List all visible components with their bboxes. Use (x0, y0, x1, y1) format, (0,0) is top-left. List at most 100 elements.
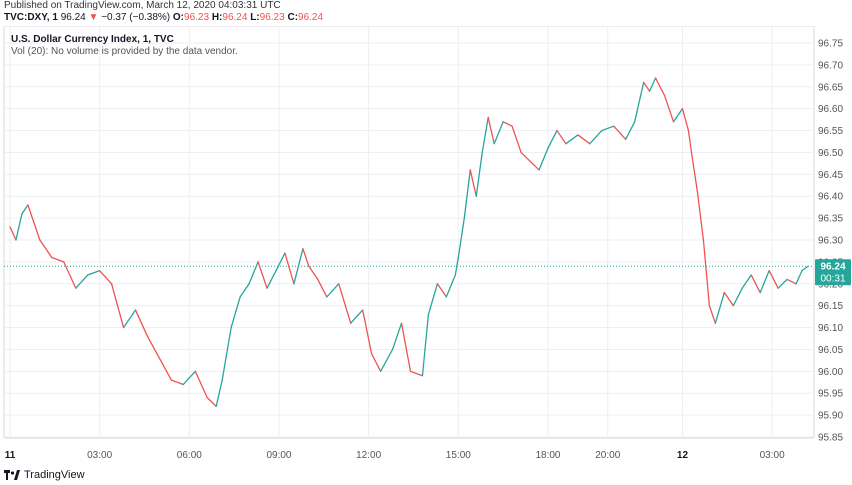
price-tag: 96.24 00:31 (815, 259, 851, 286)
y-tick-label: 96.70 (818, 60, 843, 71)
series-segment (39, 239, 53, 259)
series-segment (708, 305, 717, 324)
x-tick-label: 15:00 (446, 450, 471, 461)
price-chart[interactable]: 96.75 96.70 96.65 96.60 96.55 96.50 96.45 96.40… (0, 26, 852, 463)
series-segment (511, 125, 522, 154)
series-segment (690, 151, 699, 193)
series-segment (538, 147, 549, 171)
high-label: H: (211, 12, 223, 23)
series-segment (502, 121, 513, 127)
series-segment (338, 283, 352, 324)
plot-frame (3, 26, 815, 439)
horizontal-gridlines (4, 42, 814, 438)
y-axis[interactable]: 96.75 96.70 96.65 96.60 96.55 96.50 96.45 96.40… (818, 39, 843, 444)
series-segment (110, 283, 125, 329)
series-segment (436, 283, 448, 298)
series-segment (463, 169, 471, 219)
series-segment (786, 278, 797, 285)
series-segment (266, 269, 277, 289)
series-segment (98, 269, 113, 285)
series-segment (634, 81, 645, 123)
series-segment (308, 265, 319, 281)
series-segment (317, 278, 328, 298)
series-segment (230, 296, 241, 329)
series-segment (370, 353, 382, 372)
series-segment (714, 291, 725, 324)
open-value: 96.23 (184, 12, 210, 23)
series-segment (21, 204, 29, 215)
series-segment (801, 265, 809, 272)
series-segment (63, 261, 77, 289)
price-tag-box (815, 259, 851, 286)
series-segment (391, 322, 403, 351)
series-segment (750, 274, 761, 294)
series-segment (723, 291, 734, 307)
series-segment (27, 204, 41, 241)
series-segment (248, 261, 259, 285)
series-segment (469, 169, 477, 197)
published-note: Published on TradingView.com, March 12, … (4, 0, 281, 11)
x-tick-label: 03:00 (87, 450, 112, 461)
x-tick-label: 12 (677, 450, 689, 461)
series-segment (379, 348, 394, 372)
y-tick-label: 96.65 (818, 82, 843, 93)
series-segment (654, 77, 666, 97)
series-segment (454, 256, 459, 276)
symbol-header: TVC:DXY, 1 96.24 ▼ −0.37 (−0.38%) O:96.2… (4, 12, 323, 23)
x-axis[interactable]: 11 03:00 06:00 09:00 12:00 15:00 18:00 20:00 12 0… (5, 450, 785, 461)
series-segment (687, 129, 693, 154)
x-tick-label: 11 (5, 450, 16, 461)
brand-name: TradingView (24, 469, 85, 481)
y-tick-label: 96.00 (818, 367, 843, 378)
low-label: L: (250, 12, 260, 23)
series-segment (239, 283, 250, 298)
series-segment (759, 269, 770, 294)
series-segment (777, 278, 788, 289)
series-segment (409, 370, 424, 377)
series-segment (400, 322, 412, 372)
series-segment (194, 370, 208, 399)
y-tick-label: 96.35 (818, 214, 843, 225)
high-value: 96.24 (222, 12, 248, 23)
x-tick-label: 06:00 (177, 450, 202, 461)
x-tick-label: 12:00 (356, 450, 381, 461)
series-segment (275, 252, 286, 272)
series-segment (681, 108, 690, 132)
y-tick-label: 96.55 (818, 126, 843, 137)
series-segment (326, 283, 340, 298)
series-segment (481, 116, 489, 154)
tradingview-logo-icon (4, 470, 20, 480)
y-tick-label: 96.50 (818, 148, 843, 159)
series-segment (547, 129, 558, 149)
y-tick-label: 96.05 (818, 345, 843, 356)
x-tick-label: 20:00 (595, 450, 620, 461)
series-segment (221, 326, 232, 381)
price-series (9, 77, 809, 408)
series-segment (663, 94, 675, 123)
series-segment (75, 274, 89, 289)
y-tick-label: 96.45 (818, 170, 843, 181)
footer-brand[interactable]: TradingView (4, 469, 85, 481)
series-segment (134, 309, 149, 337)
series-segment (158, 357, 173, 381)
series-segment (15, 213, 23, 241)
close-label: C: (287, 12, 299, 23)
y-tick-label: 96.15 (818, 301, 843, 312)
y-tick-label: 96.30 (818, 236, 843, 247)
series-segment (625, 121, 636, 140)
series-segment (284, 252, 295, 285)
y-tick-label: 96.75 (818, 39, 843, 50)
series-segment (87, 269, 101, 276)
series-segment (565, 134, 579, 145)
price-change: −0.37 (−0.38%) (101, 12, 171, 23)
x-tick-label: 03:00 (760, 450, 785, 461)
series-segment (122, 309, 137, 329)
series-segment (493, 121, 504, 145)
series-segment (672, 108, 684, 123)
symbol-name: TVC:DXY, 1 (4, 12, 58, 23)
series-segment (475, 151, 483, 197)
series-segment (362, 309, 373, 355)
series-segment (648, 77, 657, 92)
series-segment (146, 335, 161, 359)
y-tick-label: 96.60 (818, 104, 843, 115)
